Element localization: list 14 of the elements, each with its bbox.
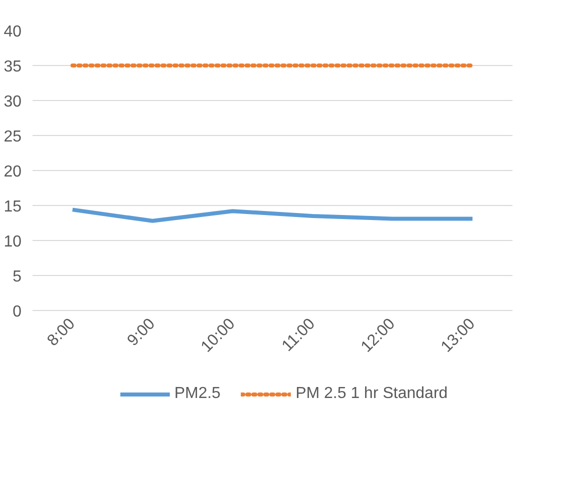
y-tick-label: 10 <box>4 234 22 250</box>
y-tick-label: 20 <box>4 164 22 180</box>
x-tick-label: 9:00 <box>124 315 159 350</box>
legend-label: PM2.5 <box>174 385 221 403</box>
y-tick-label: 5 <box>12 268 22 286</box>
legend-label: PM 2.5 1 hr Standard <box>296 385 448 403</box>
y-tick-label: 35 <box>4 58 22 76</box>
x-tick-label: 8:00 <box>44 315 79 350</box>
line-series <box>70 208 474 223</box>
y-tick-label: 0 <box>12 304 22 320</box>
y-tick-label: 15 <box>4 198 22 216</box>
y-tick-label: 25 <box>4 128 22 146</box>
y-tick-label: 40 <box>4 24 22 40</box>
y-tick-label: 30 <box>4 94 22 110</box>
